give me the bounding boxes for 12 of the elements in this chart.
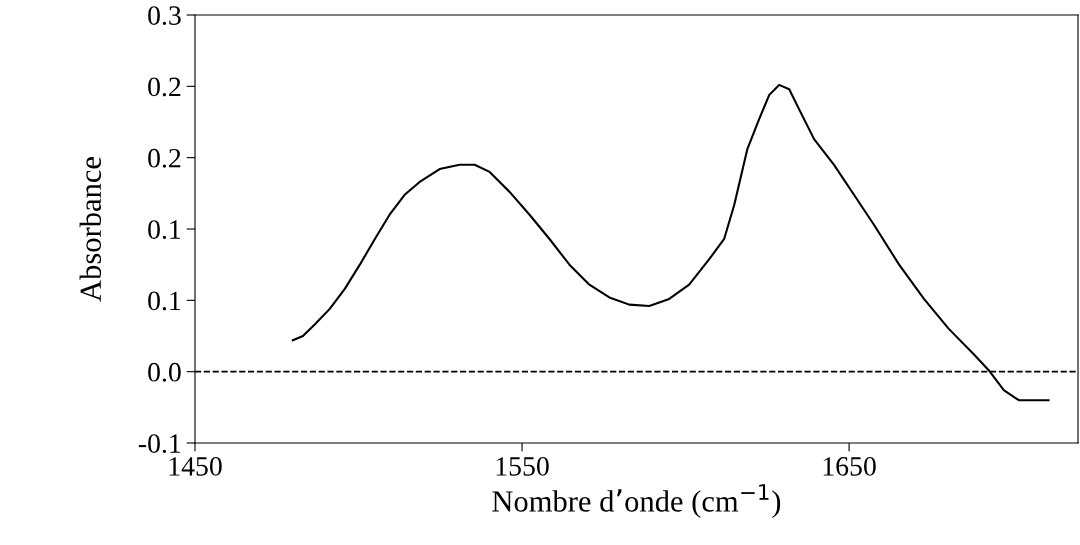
y-tick-label: 0.0	[148, 362, 181, 382]
y-tick-label: 0.1	[148, 220, 181, 240]
x-tick-label: 1550	[496, 457, 549, 476]
y-tick-label: -0.1	[138, 434, 181, 454]
y-tick-label: 0.2	[148, 77, 181, 97]
y-tick-label: 0.2	[148, 148, 181, 168]
x-tick-label: 1650	[823, 457, 876, 476]
y-tick-label: 0.3	[148, 6, 181, 26]
y-axis-title: Absorbance	[79, 157, 102, 302]
x-tick-label: 1450	[169, 457, 222, 476]
y-tick-label: 0.1	[148, 291, 181, 311]
x-axis-title: Nombre d’onde (cm$^{−1}$)	[492, 484, 781, 518]
